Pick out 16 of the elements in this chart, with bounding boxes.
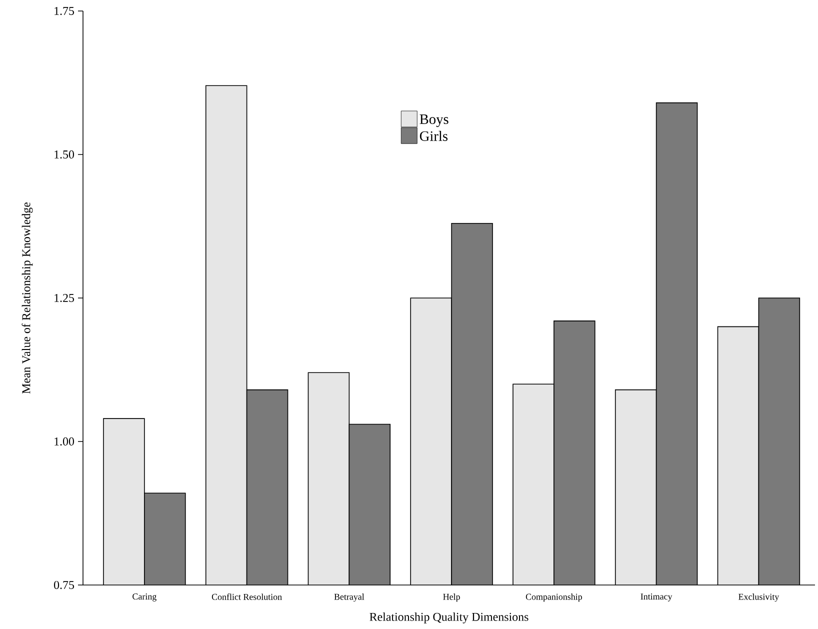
legend-label: Girls [420, 130, 448, 141]
x-tick-label: Companionship [526, 594, 582, 602]
x-tick-label: Intimacy [640, 594, 672, 602]
legend-label: Boys [420, 114, 448, 128]
y-axis-title: Mean Value of Relationship Knowledge [22, 202, 33, 394]
x-tick-label: Betrayal [334, 594, 364, 602]
y-tick-label: 1.25 [54, 294, 74, 302]
y-tick-label: 1.00 [54, 437, 74, 446]
y-tick-label: 0.75 [54, 580, 74, 590]
x-tick-label: Help [443, 594, 460, 602]
x-tick-label: Conflict Resolution [212, 594, 282, 600]
x-axis-title: Relationship Quality Dimensions [370, 612, 528, 624]
x-tick-label: Exclusivity [738, 594, 780, 602]
x-tick-label: Caring [132, 594, 156, 602]
y-tick-label: 1.75 [54, 6, 74, 16]
y-tick-label: 1.50 [54, 150, 74, 159]
